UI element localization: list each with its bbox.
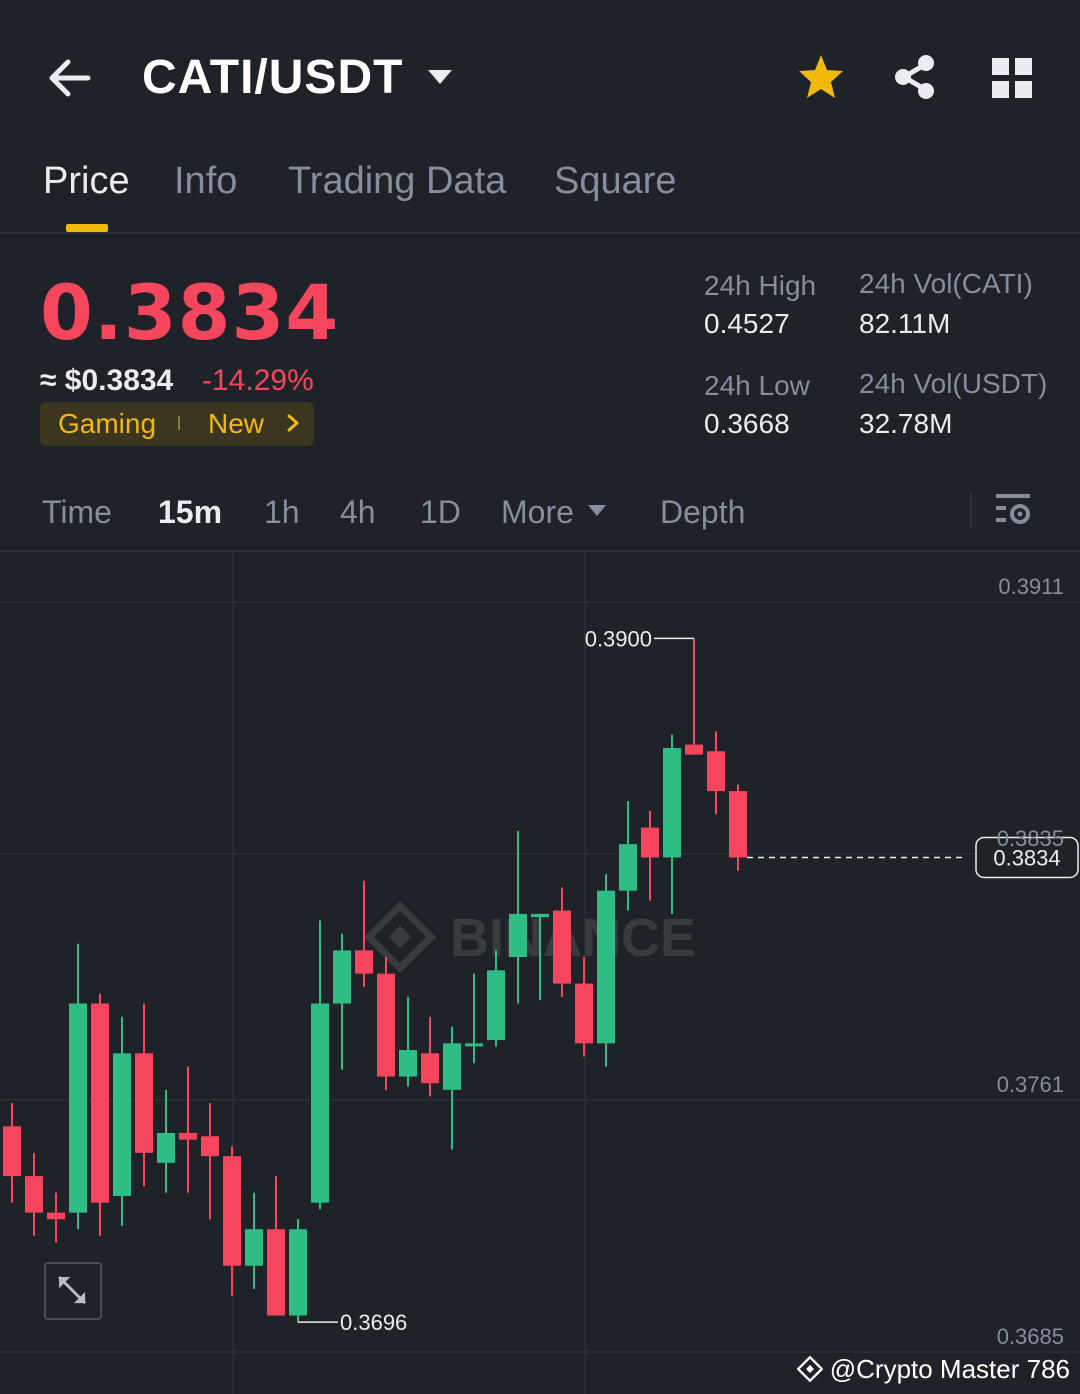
- candle-body-22: [487, 970, 505, 1041]
- star-icon[interactable]: [796, 52, 846, 102]
- vol-quote-value: 32.78M: [859, 408, 953, 439]
- candle-body-17: [377, 973, 395, 1077]
- candle-body-28: [619, 844, 637, 891]
- price-axis-labels: 0.3911 0.3835 0.3761 0.3685: [997, 574, 1064, 1349]
- tf-15m[interactable]: 15m: [158, 494, 223, 530]
- candle-body-0: [3, 1126, 21, 1177]
- candle-body-10: [223, 1156, 241, 1266]
- tf-4h[interactable]: 4h: [340, 494, 376, 530]
- tag-new[interactable]: New: [208, 408, 265, 439]
- tags-badge[interactable]: [40, 402, 314, 446]
- brand-watermark-text: BINANCE: [450, 908, 696, 968]
- vol-base-value: 82.11M: [859, 308, 951, 339]
- active-tab-indicator: [66, 224, 108, 232]
- candle-body-12: [267, 1229, 285, 1316]
- candle-body-26: [575, 983, 593, 1044]
- last-price: 0.3834: [40, 268, 340, 357]
- high-marker-label: 0.3900: [585, 626, 652, 651]
- vol-base-label: 24h Vol(CATI): [859, 268, 1033, 299]
- candle-body-32: [707, 751, 725, 792]
- candle-body-1: [25, 1176, 43, 1213]
- pair-title[interactable]: CATI/USDT: [142, 51, 404, 104]
- expand-chart-button[interactable]: [44, 1262, 102, 1320]
- candle-body-2: [47, 1212, 65, 1220]
- candle-body-13: [289, 1229, 307, 1316]
- candle-body-7: [157, 1132, 175, 1163]
- binance-logo-icon: [796, 1355, 823, 1383]
- markers: 0.3900 0.3696 0.3834: [298, 626, 1079, 1335]
- price-axis-label-1: 0.3835: [997, 826, 1064, 851]
- candle-body-18: [399, 1049, 417, 1077]
- more-caret-down-icon[interactable]: [586, 502, 608, 518]
- tab-price[interactable]: Price: [43, 160, 130, 202]
- candle-body-4: [91, 1003, 109, 1203]
- tag-gaming[interactable]: Gaming: [58, 408, 157, 439]
- candle-body-19: [421, 1053, 439, 1084]
- grid-icon[interactable]: [988, 54, 1036, 102]
- tab-trading-data[interactable]: Trading Data: [288, 160, 507, 202]
- candle-body-25: [553, 910, 571, 984]
- back-arrow-icon[interactable]: [40, 52, 100, 104]
- high-label: 24h High: [704, 270, 817, 301]
- candle-body-14: [311, 1003, 329, 1203]
- share-icon[interactable]: [890, 52, 940, 102]
- candle-body-20: [443, 1043, 461, 1090]
- candle-body-29: [641, 827, 659, 858]
- candle-body-9: [201, 1136, 219, 1157]
- candle-body-16: [355, 950, 373, 974]
- price-axis-label-3: 0.3685: [997, 1324, 1064, 1349]
- candle-body-30: [663, 747, 681, 858]
- tab-info[interactable]: Info: [174, 160, 238, 202]
- candle-body-24: [531, 913, 549, 918]
- price-axis-label-2: 0.3761: [997, 1072, 1064, 1097]
- brand-watermark: BINANCE: [363, 900, 696, 974]
- expand-icon: [58, 1276, 87, 1305]
- chart-settings-icon[interactable]: [994, 490, 1034, 530]
- high-value: 0.4527: [704, 308, 790, 339]
- tf-depth[interactable]: Depth: [660, 494, 746, 530]
- candle-body-11: [245, 1229, 263, 1266]
- usd-price: ≈ $0.3834: [40, 364, 174, 397]
- tag-separator: [178, 416, 180, 430]
- tf-1d[interactable]: 1D: [420, 494, 461, 530]
- candle-body-6: [135, 1053, 153, 1153]
- candle-body-23: [509, 913, 527, 958]
- candle-body-27: [597, 890, 615, 1044]
- candle-body-33: [729, 791, 747, 858]
- tf-more[interactable]: More: [501, 494, 574, 530]
- tab-square[interactable]: Square: [554, 160, 677, 202]
- tf-time[interactable]: Time: [42, 494, 112, 530]
- candle-body-5: [113, 1053, 131, 1197]
- tabs-divider: [0, 232, 1080, 234]
- vol-quote-label: 24h Vol(USDT): [859, 368, 1048, 399]
- low-marker-label: 0.3696: [340, 1310, 407, 1335]
- price-change-percent: -14.29%: [202, 364, 314, 397]
- candle-body-15: [333, 950, 351, 1004]
- author-handle: @Crypto Master 786: [829, 1354, 1070, 1384]
- current-price-tag-box: [975, 836, 1079, 879]
- candle-body-31: [685, 744, 703, 755]
- timeframe-divider: [970, 492, 972, 528]
- price-axis-label-0: 0.3911: [998, 574, 1064, 599]
- candles: [3, 638, 747, 1323]
- tf-1h[interactable]: 1h: [264, 494, 300, 530]
- low-value: 0.3668: [704, 408, 790, 439]
- candle-body-8: [179, 1132, 197, 1140]
- candle-body-21: [465, 1043, 483, 1047]
- caret-down-icon[interactable]: [426, 66, 454, 88]
- chart-top-divider: [0, 550, 1080, 552]
- candle-body-3: [69, 1003, 87, 1213]
- chevron-right-icon[interactable]: [284, 412, 302, 434]
- author-watermark: @Crypto Master 786: [796, 1354, 1070, 1385]
- low-label: 24h Low: [704, 370, 810, 401]
- current-price-tag: 0.3834: [993, 845, 1060, 870]
